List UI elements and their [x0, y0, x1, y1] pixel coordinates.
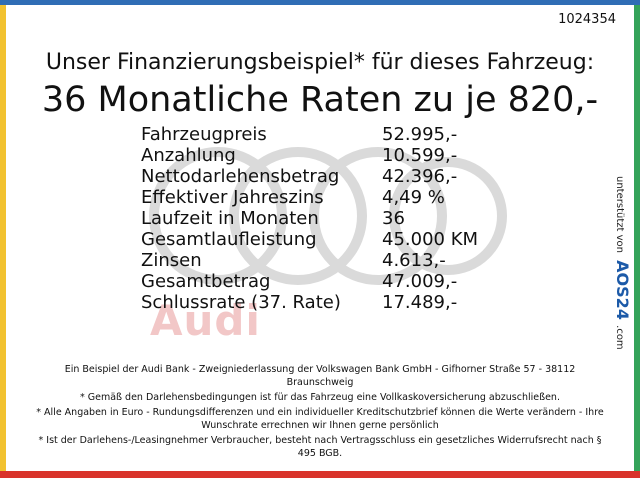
detail-label: Nettodarlehensbetrag: [141, 166, 340, 187]
detail-value: 10.599,-: [382, 145, 458, 166]
detail-label: Gesamtbetrag: [141, 271, 271, 292]
footer-line: * Ist der Darlehens-/Leasingnehmer Verbr…: [38, 435, 602, 459]
left-border: [0, 5, 6, 471]
ring-4: [389, 157, 507, 275]
detail-value: 45.000 KM: [382, 229, 479, 250]
detail-label: Schlussrate (37. Rate): [141, 292, 341, 313]
detail-label: Anzahlung: [141, 145, 236, 166]
bottom-border: [0, 471, 640, 478]
detail-label: Zinsen: [141, 250, 202, 271]
ring-3: [309, 147, 447, 285]
detail-label: Effektiver Jahreszins: [141, 187, 324, 208]
sponsor-suffix: .com: [614, 325, 625, 350]
ad-id: 1024354: [558, 12, 616, 27]
headline: Unser Finanzierungsbeispiel* für dieses …: [45, 50, 595, 75]
svg-text:unterstützt von AOS24: unterstützt von AOS24 .com: [613, 176, 632, 350]
detail-value: 4.613,-: [382, 250, 446, 271]
detail-label: Fahrzeugpreis: [141, 124, 267, 145]
audi-watermark: Audi: [150, 296, 261, 345]
footer-line: * Alle Angaben in Euro - Rundungsdiffere…: [36, 407, 604, 431]
detail-value: 17.489,-: [382, 292, 458, 313]
sponsor-brand: AOS24: [613, 260, 632, 320]
audi-rings-logo: [149, 147, 507, 285]
detail-value: 47.009,-: [382, 271, 458, 292]
detail-value: 52.995,-: [382, 124, 458, 145]
detail-label: Laufzeit in Monaten: [141, 208, 319, 229]
footer-line: Ein Beispiel der Audi Bank - Zweignieder…: [64, 364, 576, 388]
detail-value: 42.396,-: [382, 166, 458, 187]
monthly-rate-title: 36 Monatliche Raten zu je 820,-: [41, 80, 599, 120]
detail-value: 36: [382, 208, 405, 229]
sponsor-credit: unterstützt von AOS24 .com: [613, 176, 632, 350]
top-border: [0, 0, 640, 5]
ring-2: [229, 147, 367, 285]
detail-value: 4,49 %: [382, 187, 445, 208]
ring-1: [149, 147, 287, 285]
right-border: [634, 5, 640, 471]
footer-line: * Gemäß den Darlehensbedingungen ist für…: [80, 392, 560, 403]
sponsor-prefix: unterstützt von: [614, 176, 625, 253]
footer-disclaimer: Ein Beispiel der Audi Bank - Zweignieder…: [30, 363, 610, 462]
detail-label: Gesamtlaufleistung: [141, 229, 317, 250]
